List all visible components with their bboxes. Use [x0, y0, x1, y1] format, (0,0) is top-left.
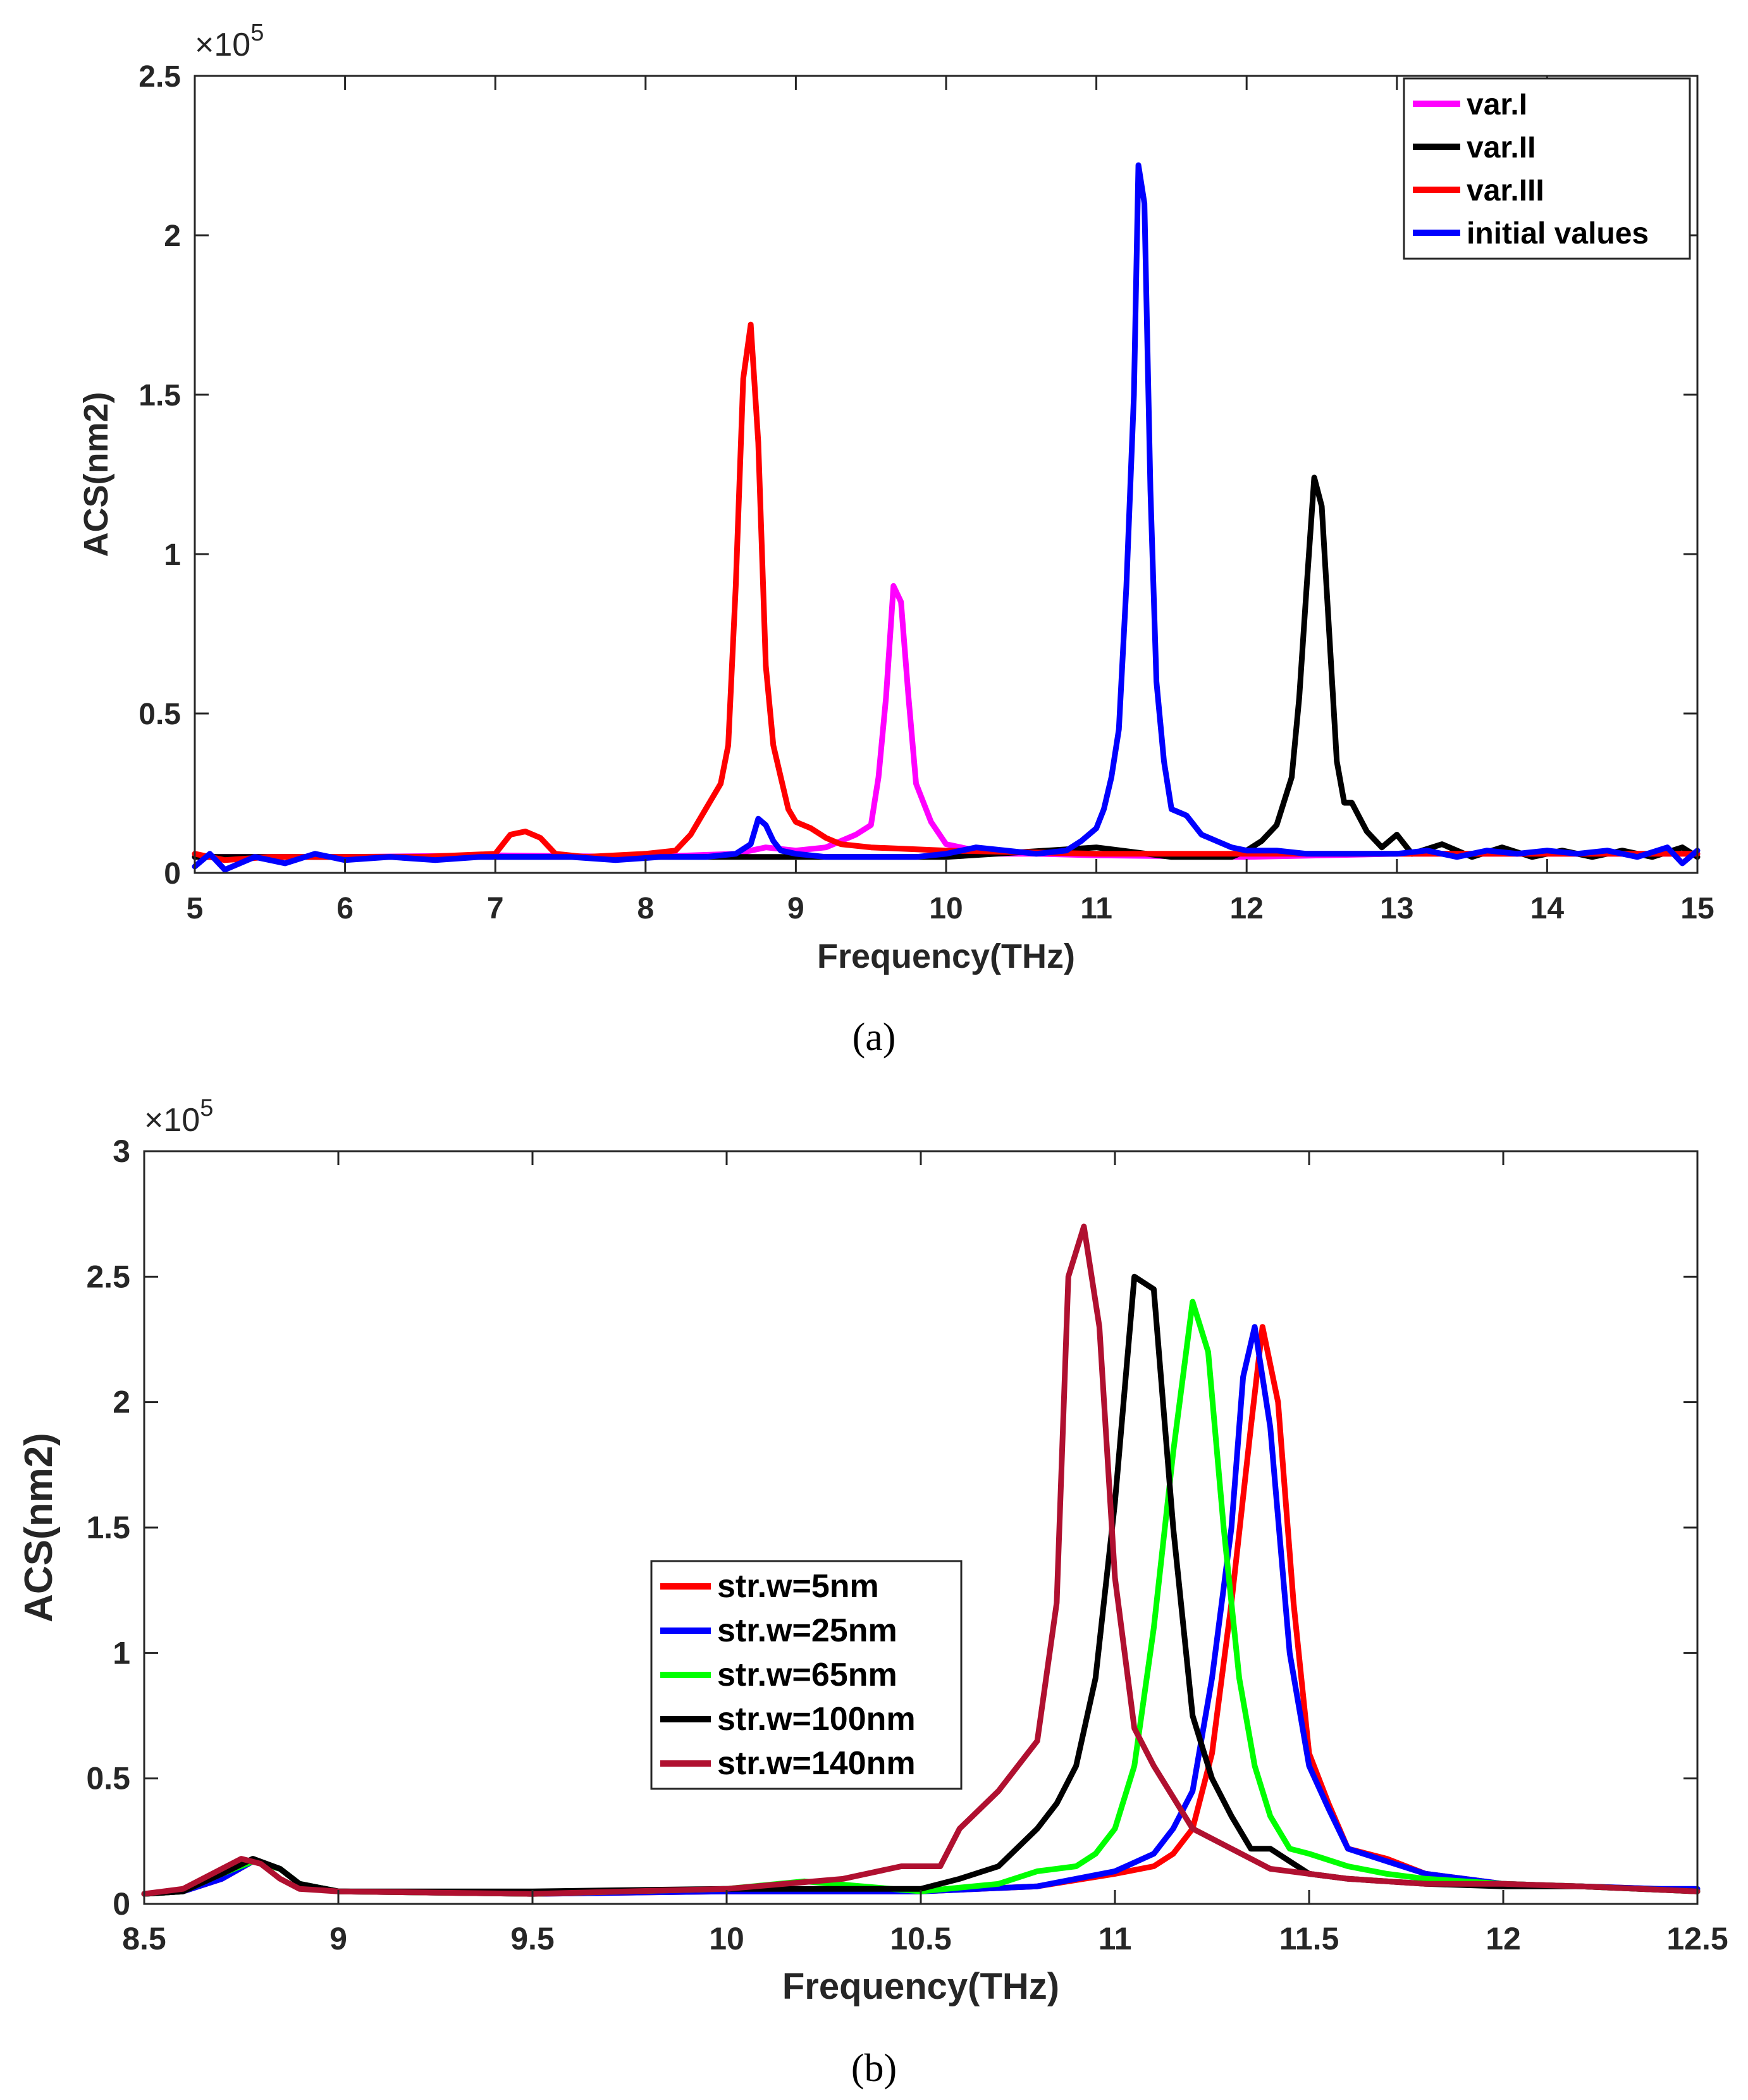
legend-label: var.III	[1467, 174, 1544, 207]
x-tick-label: 11.5	[1279, 1921, 1339, 1956]
chart-panel-b: 8.5 9 9.5 10 10.5 11 11.5 12 12.500.511.522.53 F…	[17, 1095, 1728, 2090]
x-tick-label: 6	[336, 892, 354, 925]
exponent-base-b: ×10	[144, 1102, 200, 1139]
x-tick-label: 13	[1380, 892, 1413, 925]
y-tick-label: 1.5	[138, 379, 181, 412]
x-tick-label: 15	[1680, 892, 1714, 925]
legend-label: var.I	[1467, 88, 1527, 121]
exponent-multiplier-a: ×105	[195, 20, 264, 63]
x-axis-label-a: Frequency(THz)	[817, 937, 1075, 975]
y-axis-label-b: ACS(nm2)	[17, 1433, 61, 1622]
x-tick-label: 8.5	[122, 1921, 166, 1956]
x-tick-label: 12	[1230, 892, 1264, 925]
y-tick-label: 2	[164, 219, 181, 253]
legend-label: str.w=140nm	[717, 1745, 916, 1782]
legend-label: str.w=65nm	[717, 1657, 897, 1693]
legend-b: str.w=5nm str.w=25nm str.w=65nm str.w=100nm…	[650, 1560, 963, 1790]
legend-box	[1403, 77, 1691, 260]
y-axis-label-a: ACS(nm2)	[77, 392, 115, 557]
y-tick-label: 0	[164, 857, 181, 891]
exponent-power-a: 5	[250, 20, 264, 46]
y-tick-label: 1	[164, 538, 181, 572]
x-tick-label: 9	[329, 1921, 347, 1956]
exponent-base-a: ×10	[195, 27, 250, 63]
series-line-var-iii	[192, 321, 1701, 863]
legend-label: initial values	[1467, 217, 1649, 250]
y-tick-label: 2.5	[86, 1259, 130, 1294]
x-tick-label: 7	[487, 892, 504, 925]
legend-a: var.I var.II var.III initial values	[1403, 77, 1691, 260]
x-tick-label: 9.5	[510, 1921, 555, 1956]
x-tick-label: 14	[1530, 892, 1565, 925]
x-tick-label: 8	[637, 892, 654, 925]
y-tick-label: 0.5	[86, 1761, 130, 1796]
legend-label: str.w=25nm	[717, 1612, 897, 1649]
y-tick-label: 0.5	[138, 698, 181, 731]
series-line-str-w-140nm	[141, 1223, 1701, 1897]
legend-label: str.w=5nm	[717, 1568, 879, 1605]
x-tick-label: 10	[929, 892, 963, 925]
legend-label: var.II	[1467, 131, 1536, 164]
x-tick-label: 12	[1486, 1921, 1521, 1956]
exponent-multiplier-b: ×105	[144, 1095, 213, 1139]
x-axis-label-b: Frequency(THz)	[782, 1966, 1059, 2007]
y-tick-label: 1	[113, 1635, 130, 1671]
chart-panel-a: 5 6 7 8 9 10 11 12 13 14 15 0 0.5 1 1.5 2 2.5 Frequency(…	[77, 20, 1714, 1059]
x-tick-label: 5	[187, 892, 204, 925]
x-tick-label: 12.5	[1666, 1921, 1728, 1956]
x-tick-label: 10.5	[890, 1921, 951, 1956]
y-tick-label: 1.5	[86, 1510, 130, 1545]
x-tick-label: 11	[1099, 1921, 1132, 1956]
x-tick-label: 9	[787, 892, 804, 925]
caption-a: (a)	[852, 1016, 896, 1059]
x-tick-label: 11	[1080, 892, 1112, 925]
y-tick-label: 3	[113, 1133, 130, 1169]
series-line-initial-values	[192, 162, 1701, 873]
x-tick-label: 10	[709, 1921, 744, 1956]
y-tick-label: 2.5	[138, 60, 181, 94]
caption-b: (b)	[851, 2047, 897, 2090]
legend-label: str.w=100nm	[717, 1701, 916, 1738]
y-tick-label: 2	[113, 1385, 130, 1420]
y-tick-label: 0	[113, 1886, 130, 1922]
exponent-power-b: 5	[200, 1095, 213, 1121]
